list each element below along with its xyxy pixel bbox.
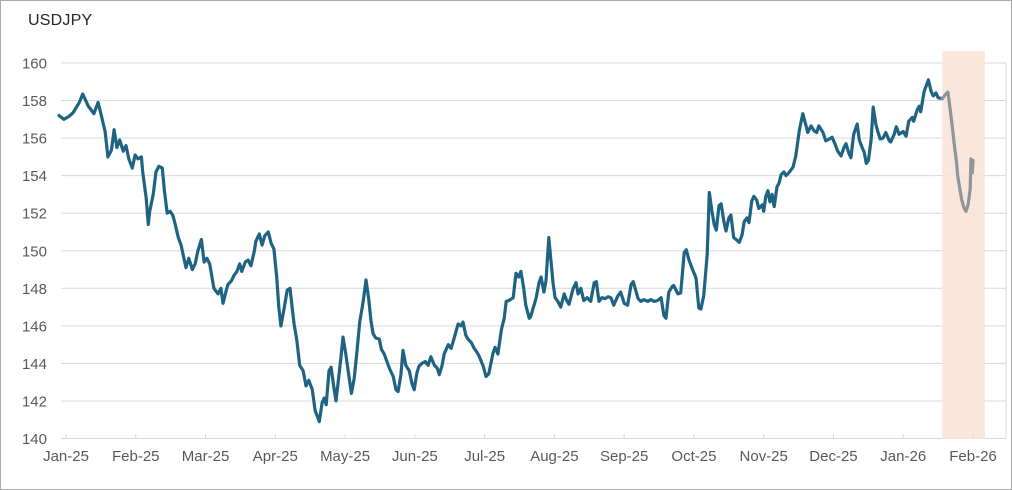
x-axis-label: Feb-26	[949, 448, 997, 465]
x-axis-label: Jun-25	[392, 448, 438, 465]
x-axis-label: Dec-25	[809, 448, 857, 465]
x-axis-label: Mar-25	[182, 448, 230, 465]
x-axis-label: Jul-25	[464, 448, 505, 465]
y-axis-label: 152	[22, 206, 47, 223]
x-axis-label: Sep-25	[600, 448, 648, 465]
x-axis-label: Apr-25	[253, 448, 298, 465]
y-axis-label: 142	[22, 393, 47, 410]
y-axis-label: 158	[22, 93, 47, 110]
x-axis-label: May-25	[320, 448, 370, 465]
y-axis-label: 150	[22, 243, 47, 260]
y-axis-label: 156	[22, 131, 47, 148]
y-axis-label: 148	[22, 281, 47, 298]
series-line-history	[57, 78, 944, 424]
x-axis-label: Aug-25	[530, 448, 578, 465]
chart-title: USDJPY	[28, 12, 93, 29]
y-axis-label: 154	[22, 168, 47, 185]
y-axis-label: 160	[22, 56, 47, 73]
x-axis-label: Jan-26	[880, 448, 926, 465]
y-axis-label: 140	[22, 431, 47, 448]
y-axis-label: 146	[22, 318, 47, 335]
x-axis-label: Feb-25	[112, 448, 160, 465]
x-axis-label: Nov-25	[740, 448, 788, 465]
x-axis-label: Jan-25	[43, 448, 89, 465]
x-axis-label: Oct-25	[671, 448, 716, 465]
series-line-recent	[940, 90, 975, 213]
y-axis-label: 144	[22, 356, 47, 373]
